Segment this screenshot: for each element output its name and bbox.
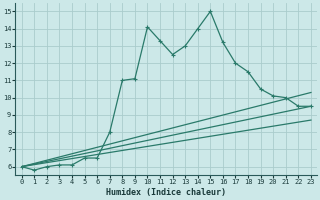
X-axis label: Humidex (Indice chaleur): Humidex (Indice chaleur) [106, 188, 226, 197]
